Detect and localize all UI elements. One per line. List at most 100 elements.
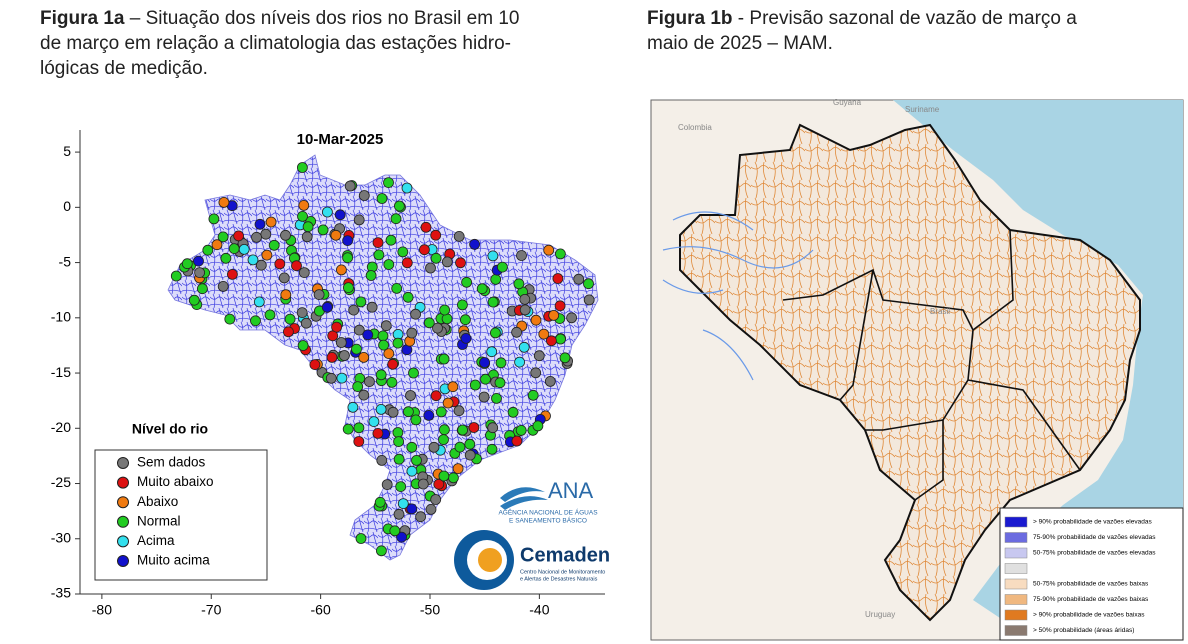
station-dot	[218, 196, 230, 208]
station-dot	[296, 307, 308, 319]
station-dot	[543, 244, 555, 256]
station-dot	[254, 218, 266, 230]
station-dot	[555, 248, 566, 260]
station-dot	[381, 479, 393, 491]
legend-label: 50-75% probabilidade de vazões elevadas	[1033, 550, 1156, 557]
station-dot	[476, 283, 488, 295]
station-dot	[196, 283, 208, 295]
station-dot	[301, 231, 313, 243]
station-dot	[438, 424, 450, 436]
legend-swatch	[1004, 516, 1028, 528]
station-dot	[496, 261, 508, 273]
station-dot	[527, 389, 539, 401]
station-dot	[552, 273, 564, 284]
station-dot	[438, 353, 450, 365]
legend-label: 50-75% probabilidade de vazões baixas	[1033, 581, 1149, 588]
station-dot	[291, 260, 302, 272]
station-dot	[280, 229, 291, 241]
station-dot	[406, 441, 418, 453]
legend-label: > 90% probabilidade de vazões baixas	[1033, 612, 1145, 619]
station-dot	[464, 438, 476, 450]
station-dot	[519, 304, 531, 316]
station-dot	[389, 525, 401, 537]
station-dot	[519, 293, 531, 305]
station-dot	[487, 296, 499, 308]
legend-label: 75-90% probabilidade de vazões baixas	[1033, 596, 1149, 603]
station-dot	[353, 422, 365, 434]
station-dot	[321, 301, 333, 313]
station-dot	[417, 478, 429, 490]
station-dot	[278, 272, 290, 284]
station-dot	[401, 257, 413, 269]
station-dot	[410, 414, 422, 426]
station-dot	[511, 326, 522, 338]
station-dot	[573, 273, 585, 285]
station-dot	[313, 289, 325, 301]
station-dot	[487, 422, 499, 434]
station-dot	[425, 262, 436, 274]
station-dot	[342, 423, 354, 435]
station-dot	[544, 375, 556, 387]
station-dot	[410, 308, 422, 320]
station-dot	[321, 206, 333, 218]
station-dot	[566, 312, 577, 324]
ocean	[893, 100, 1183, 640]
station-dot	[538, 328, 550, 340]
x-tick-label: -70	[201, 602, 221, 618]
station-dot	[353, 324, 365, 336]
station-dot	[211, 239, 223, 251]
station-dot	[317, 224, 329, 236]
station-dot	[430, 390, 442, 402]
station-dot	[406, 327, 418, 339]
station-dot	[457, 424, 469, 436]
station-dot	[347, 401, 359, 413]
station-dot	[441, 256, 453, 268]
station-dot	[390, 213, 402, 225]
y-tick-label: -35	[51, 585, 71, 601]
cemaden-name: Cemaden	[520, 544, 610, 566]
legend-label: > 90% probabilidade de vazões elevadas	[1033, 519, 1152, 526]
station-dot	[342, 252, 354, 264]
station-dot	[453, 230, 465, 242]
y-tick-label: -5	[59, 253, 72, 269]
legend-swatch	[1004, 625, 1028, 636]
station-dot	[298, 199, 310, 211]
y-tick-label: -30	[51, 529, 71, 545]
station-dot	[559, 352, 571, 364]
station-dot	[393, 200, 405, 212]
station-dot	[583, 294, 595, 306]
legend-swatch	[1004, 532, 1028, 543]
caption-1a: Figura 1a – Situação dos níveis dos rios…	[40, 6, 600, 81]
station-dot	[373, 249, 385, 261]
caption-text: - Previsão sazonal de vazão de março a	[737, 8, 1077, 29]
legend-label: Sem dados	[137, 455, 206, 470]
station-dot	[447, 472, 459, 484]
station-dot	[438, 470, 450, 482]
station-dot	[432, 322, 443, 334]
station-dot	[548, 309, 560, 321]
station-dot	[268, 239, 280, 251]
ana-name: ANA	[548, 478, 594, 503]
station-dot	[233, 230, 245, 242]
station-dot	[325, 372, 337, 384]
cemaden-full: Centro Nacional de Monitoramento	[520, 569, 605, 575]
map-1b: Colombia Guyana Suriname Brasil Uruguay …	[650, 98, 1184, 641]
station-dot	[393, 508, 405, 520]
station-dot	[338, 350, 350, 361]
station-dot	[336, 372, 348, 384]
x-tick-label: -60	[311, 602, 331, 618]
legend-swatch	[117, 476, 129, 489]
station-dot	[330, 229, 342, 241]
station-dot	[555, 333, 566, 345]
legend-swatch	[117, 496, 129, 509]
legend-box	[999, 507, 1184, 641]
station-dot	[375, 403, 387, 415]
station-dot	[435, 406, 447, 418]
station-dot	[358, 351, 370, 363]
station-dot	[494, 377, 506, 389]
station-dot	[363, 376, 375, 388]
station-dot	[274, 258, 286, 270]
place-label: Uruguay	[865, 610, 895, 619]
station-dot	[383, 348, 395, 360]
